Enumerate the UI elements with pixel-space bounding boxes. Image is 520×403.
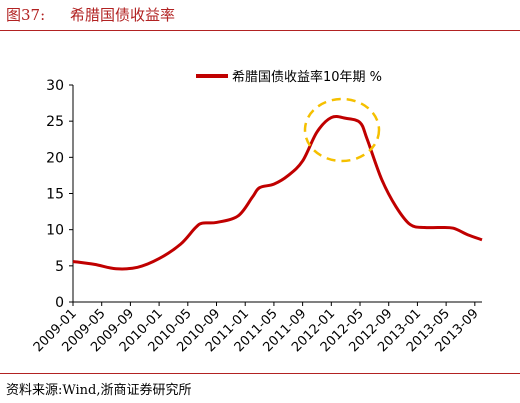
legend: 希腊国债收益率10年期 % (196, 69, 382, 85)
y-tick-label: 5 (55, 259, 64, 275)
header-divider (0, 30, 520, 31)
x-axis: 2009-012009-052009-092010-012010-052010-… (31, 301, 482, 355)
legend-label: 希腊国债收益率10年期 % (232, 69, 382, 85)
y-tick-label: 10 (46, 223, 64, 239)
line-chart: 0 5 10 15 20 25 30 2009-012009-052009-092010-0… (31, 69, 483, 355)
series-line (72, 115, 483, 271)
y-tick-label: 20 (46, 150, 64, 166)
peak-highlight-circle (303, 97, 381, 163)
footer-divider (0, 373, 520, 374)
y-tick-label: 15 (46, 187, 64, 203)
plot-area (72, 97, 483, 271)
y-tick-label: 0 (55, 295, 64, 311)
y-axis: 0 5 10 15 20 25 30 (46, 78, 74, 311)
figure-label: 图37: (6, 6, 46, 24)
source-note: 资料来源:Wind,浙商证券研究所 (6, 383, 192, 398)
y-tick-label: 30 (46, 78, 64, 94)
y-tick-label: 25 (46, 114, 64, 130)
figure-header: 图37: 希腊国债收益率 (0, 0, 520, 34)
figure-title: 希腊国债收益率 (70, 6, 176, 24)
